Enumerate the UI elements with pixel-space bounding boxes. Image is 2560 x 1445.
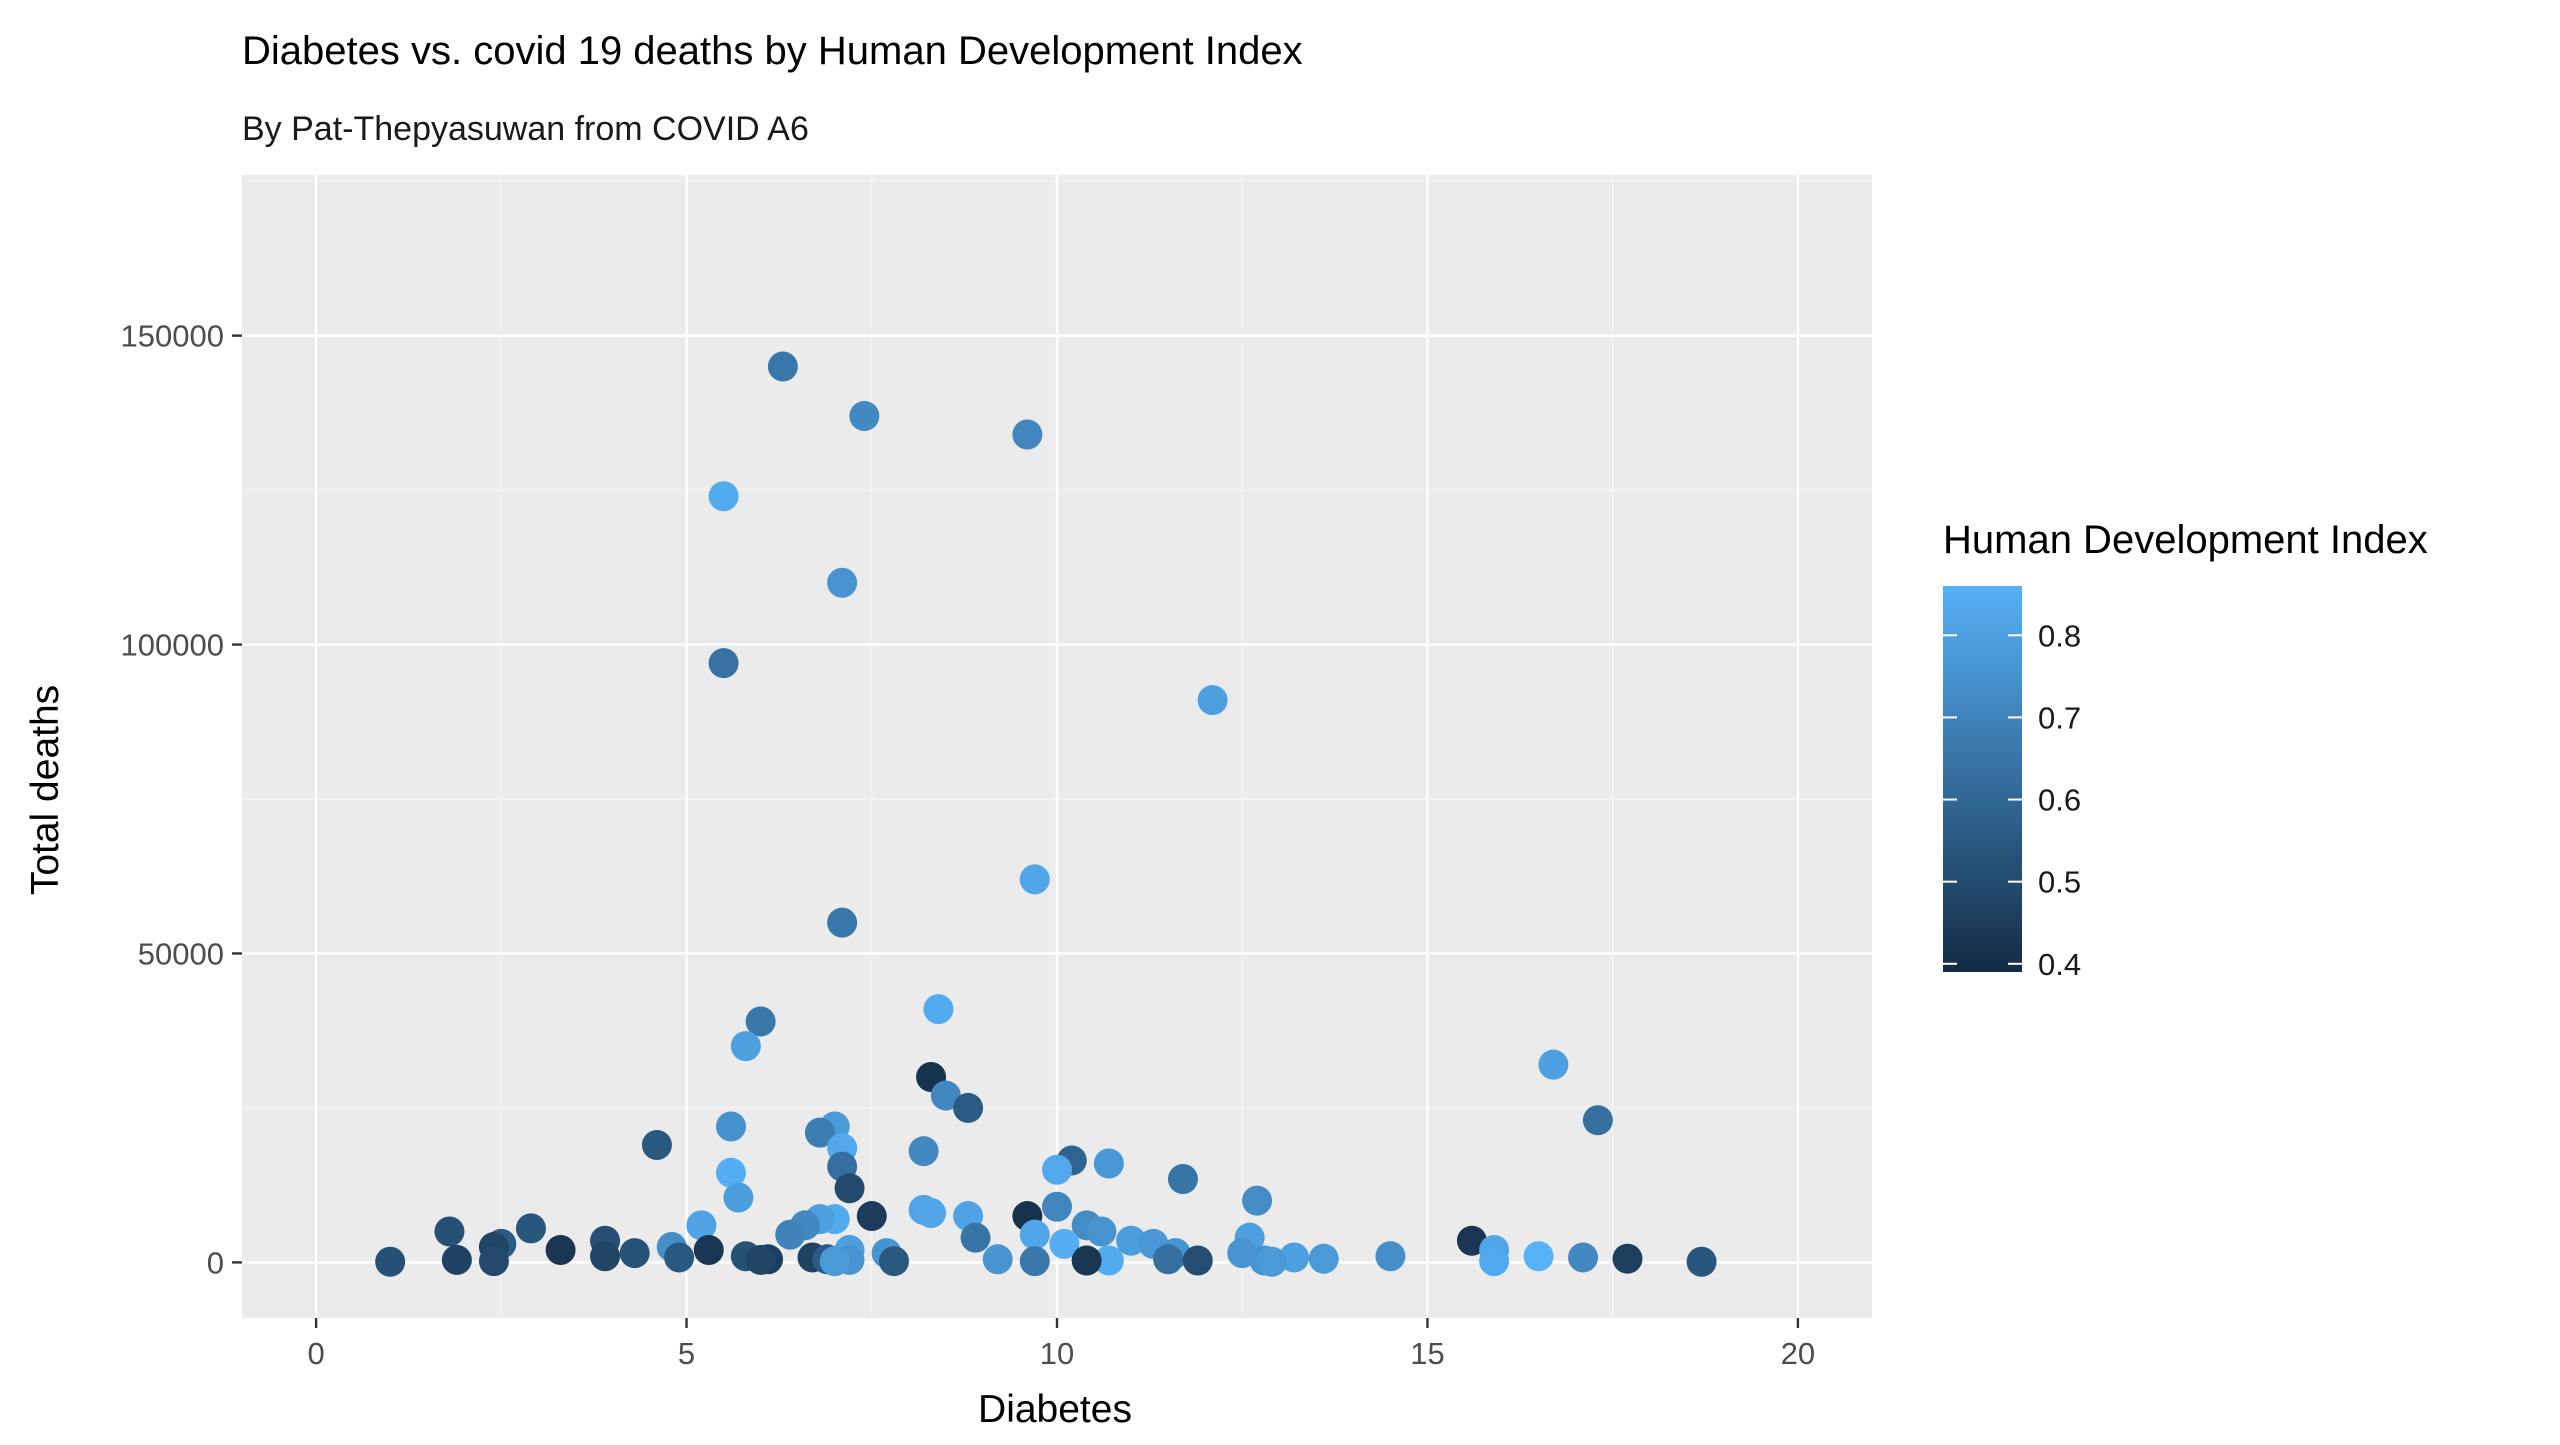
data-point xyxy=(708,481,739,512)
data-point xyxy=(1582,1105,1613,1136)
x-tick-label: 5 xyxy=(678,1336,695,1371)
data-point xyxy=(834,1173,865,1204)
data-point xyxy=(1279,1242,1310,1273)
legend-tick-label: 0.8 xyxy=(2038,618,2081,653)
y-tick-label: 50000 xyxy=(138,936,224,971)
y-tick-label: 150000 xyxy=(121,319,224,354)
chart-subtitle: By Pat-Thepyasuwan from COVID A6 xyxy=(242,110,809,148)
data-point xyxy=(827,567,858,598)
x-tick-label: 0 xyxy=(307,1336,324,1371)
data-point xyxy=(908,1136,939,1167)
data-point xyxy=(1012,419,1043,450)
data-point xyxy=(1182,1245,1213,1276)
data-point xyxy=(375,1246,406,1277)
data-point xyxy=(1042,1191,1072,1222)
data-point xyxy=(1071,1245,1102,1276)
data-point xyxy=(545,1235,576,1266)
data-point xyxy=(515,1213,546,1244)
data-point xyxy=(478,1246,509,1277)
data-point xyxy=(619,1238,650,1269)
data-point xyxy=(1167,1163,1198,1194)
data-point xyxy=(856,1201,887,1232)
data-point xyxy=(1375,1241,1406,1272)
data-point xyxy=(1019,864,1050,895)
data-point xyxy=(1242,1185,1273,1216)
data-point xyxy=(1256,1246,1287,1277)
chart-title: Diabetes vs. covid 19 deaths by Human De… xyxy=(242,29,1303,73)
axis-ticks xyxy=(232,334,1800,1328)
data-point xyxy=(923,994,954,1025)
data-point xyxy=(1049,1228,1080,1259)
data-point xyxy=(827,907,858,938)
data-point xyxy=(982,1244,1013,1275)
data-point xyxy=(641,1130,672,1161)
data-point xyxy=(441,1244,472,1275)
data-point xyxy=(723,1182,754,1213)
data-point xyxy=(819,1246,850,1277)
data-point xyxy=(716,1157,746,1188)
data-point xyxy=(664,1242,695,1273)
data-point xyxy=(775,1219,806,1250)
data-point xyxy=(1197,685,1228,716)
data-point xyxy=(1116,1225,1147,1256)
y-tick-label: 0 xyxy=(207,1245,224,1280)
data-point xyxy=(590,1241,621,1272)
data-point xyxy=(1308,1243,1339,1274)
data-point xyxy=(716,1111,746,1142)
x-axis-title: Diabetes xyxy=(978,1388,1132,1431)
y-axis-title: Total deaths xyxy=(24,685,67,895)
major-grid xyxy=(242,175,1872,1318)
legend-tick-label: 0.7 xyxy=(2038,700,2081,735)
legend-tick-label: 0.4 xyxy=(2038,947,2081,982)
x-tick-label: 10 xyxy=(1040,1336,1074,1371)
legend-tick-label: 0.5 xyxy=(2038,865,2081,900)
y-tick-label: 100000 xyxy=(121,628,224,663)
data-point xyxy=(1612,1243,1643,1274)
data-point xyxy=(1568,1242,1599,1273)
data-point xyxy=(767,351,798,382)
data-point xyxy=(1153,1244,1184,1275)
data-point xyxy=(1093,1245,1124,1276)
data-point xyxy=(1019,1219,1050,1250)
data-point xyxy=(1479,1246,1510,1277)
legend-colorbar xyxy=(1943,586,2022,972)
data-point xyxy=(916,1197,947,1228)
data-point xyxy=(1042,1154,1072,1185)
data-point xyxy=(960,1222,991,1253)
data-point xyxy=(745,1244,776,1275)
data-point xyxy=(1686,1246,1717,1277)
data-point xyxy=(730,1031,761,1062)
data-point xyxy=(1093,1148,1124,1179)
data-point xyxy=(686,1210,717,1241)
x-tick-label: 15 xyxy=(1410,1336,1444,1371)
data-points xyxy=(375,351,1717,1277)
tick-labels: 0 5 10 15 20 0 50000 100000 150000 xyxy=(121,319,1816,1371)
legend-ticks: 0.4 0.5 0.6 0.7 0.8 xyxy=(1943,618,2081,982)
data-point xyxy=(1538,1049,1569,1080)
data-point xyxy=(1086,1216,1117,1247)
data-point xyxy=(745,1006,776,1037)
data-point xyxy=(953,1092,984,1123)
data-point xyxy=(930,1080,961,1111)
data-point xyxy=(879,1246,909,1277)
data-point xyxy=(1523,1241,1554,1272)
legend-title: Human Development Index xyxy=(1943,518,2428,562)
data-point xyxy=(434,1216,465,1247)
color-legend: Human Development Index 0.4 0.5 0.6 0.7 0.8 xyxy=(1943,518,2428,982)
data-point xyxy=(1019,1246,1050,1277)
data-point xyxy=(708,648,739,679)
legend-tick-label: 0.6 xyxy=(2038,783,2081,818)
x-tick-label: 20 xyxy=(1781,1336,1815,1371)
data-point xyxy=(693,1235,724,1266)
data-point xyxy=(804,1117,835,1148)
data-point xyxy=(849,400,880,431)
